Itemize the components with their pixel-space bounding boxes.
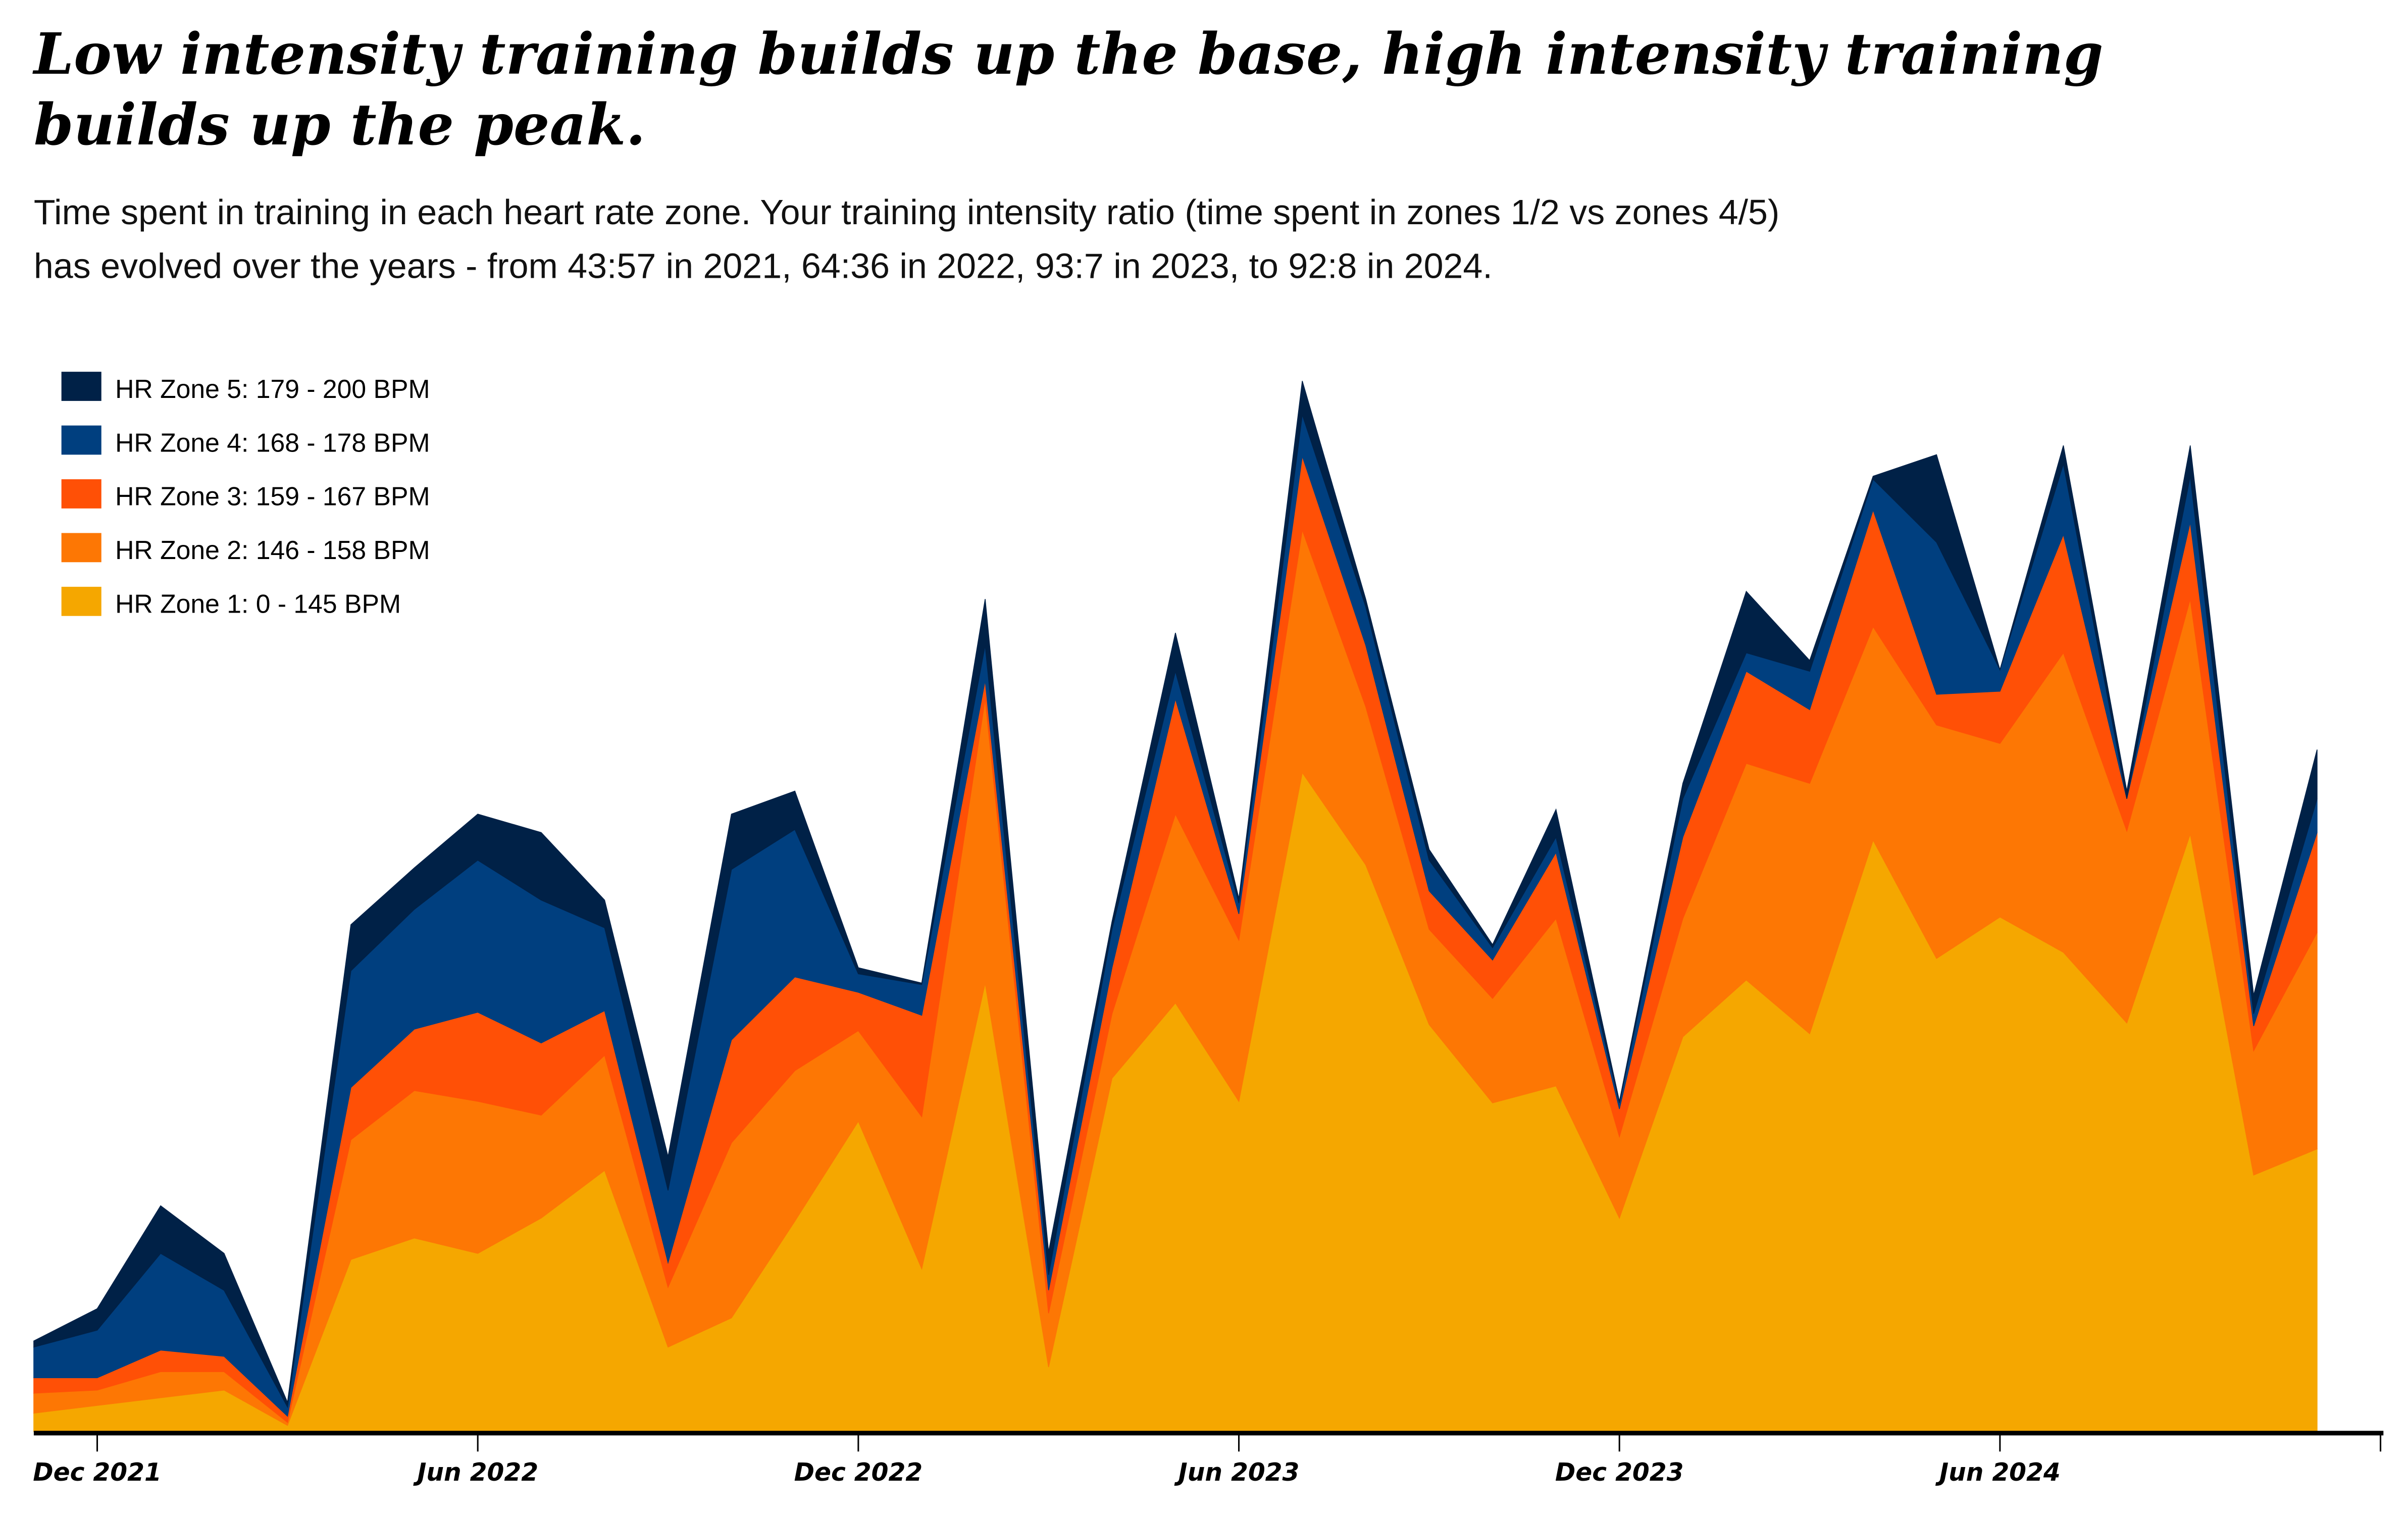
chart-title-line-1: Low intensity training builds up the bas… [32,20,2104,87]
x-tick-label: Dec 2021 [33,1458,162,1487]
legend-swatch-zone-4 [61,425,101,455]
chart-title-line-2: builds up the peak. [34,91,646,158]
legend-label-zone-1: HR Zone 1: 0 - 145 BPM [115,589,401,619]
x-tick-label: Dec 2022 [794,1458,923,1487]
legend-label-zone-2: HR Zone 2: 146 - 158 BPM [115,535,430,565]
chart-subtitle-line-1: Time spent in training in each heart rat… [34,192,1779,232]
x-tick-label: Jun 2023 [1174,1458,1300,1487]
legend-label-zone-4: HR Zone 4: 168 - 178 BPM [115,428,430,457]
area-series-zone-5 [33,381,2318,1408]
x-tick-label: Dec 2023 [1555,1458,1684,1487]
stacked-areas [33,381,2318,1432]
x-axis: Dec 2021 Jun 2022 Dec 2022 Jun 2023 Dec 2023… [33,1431,2384,1487]
legend-label-zone-3: HR Zone 3: 159 - 167 BPM [115,482,430,511]
legend-swatch-zone-2 [61,533,101,563]
legend: HR Zone 5: 179 - 200 BPM HR Zone 4: 168 -… [61,372,430,619]
legend-swatch-zone-1 [61,586,101,616]
x-tick-label: Jun 2024 [1935,1458,2061,1487]
chart-subtitle-line-2: has evolved over the years - from 43:57 … [34,246,1493,286]
legend-label-zone-5: HR Zone 5: 179 - 200 BPM [115,374,430,404]
x-tick-label: Jun 2022 [413,1458,538,1487]
legend-swatch-zone-5 [61,372,101,401]
legend-swatch-zone-3 [61,479,101,509]
